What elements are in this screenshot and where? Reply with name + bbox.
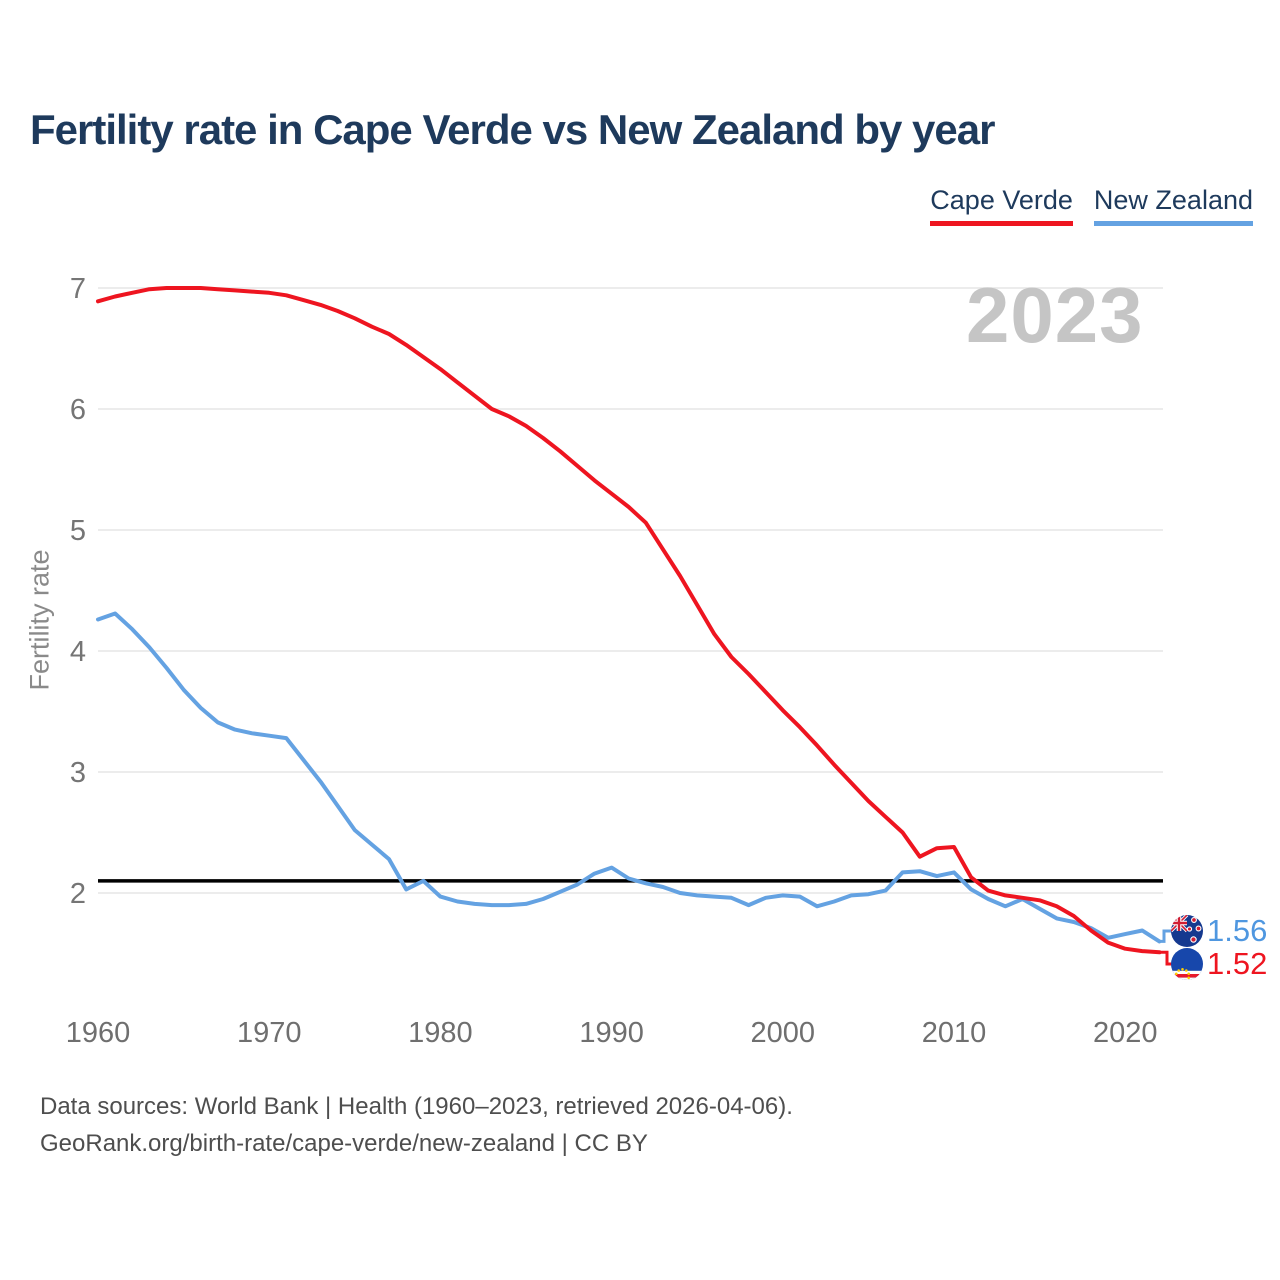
x-tick-label: 1980 [408, 1017, 473, 1049]
legend-label-cape-verde: Cape Verde [930, 185, 1073, 215]
new-zealand-line [96, 611, 1162, 944]
legend-item-cape-verde[interactable]: Cape Verde [930, 185, 1073, 226]
x-tick-label: 2000 [751, 1017, 816, 1049]
nz-flag-union-jack [1171, 915, 1189, 933]
end-value-label-cape-verde: 1.52 [1207, 946, 1268, 981]
cape-verde-leader-line [1159, 950, 1172, 966]
page-title: Fertility rate in Cape Verde vs New Zeal… [30, 106, 995, 153]
new-zealand-flag-icon [1171, 915, 1203, 947]
y-tick-label: 5 [70, 515, 86, 547]
legend-underline-new-zealand [1093, 221, 1253, 226]
footer-attribution-link: GeoRank.org/birth-rate/cape-verde/new-ze… [40, 1130, 648, 1157]
watermark-year: 2023 [966, 271, 1144, 359]
y-tick-label: 2 [70, 878, 86, 910]
cape-verde-line [96, 286, 1162, 955]
cape-verde-flag-icon [1171, 948, 1203, 980]
x-tick-label: 1970 [237, 1017, 302, 1049]
footer-data-sources: Data sources: World Bank | Health (1960–… [40, 1093, 793, 1120]
end-value-label-new-zealand: 1.56 [1207, 913, 1268, 948]
legend-underline-cape-verde [930, 221, 1073, 226]
y-tick-label: 7 [70, 273, 86, 305]
x-tick-label: 2010 [922, 1017, 987, 1049]
y-axis-title: Fertility rate [24, 549, 55, 691]
x-tick-label: 1990 [579, 1017, 644, 1049]
x-tick-label: 2020 [1093, 1017, 1158, 1049]
legend-item-new-zealand[interactable]: New Zealand [1093, 185, 1253, 226]
legend-label-new-zealand: New Zealand [1093, 185, 1253, 215]
y-tick-label: 6 [70, 394, 86, 426]
legend: Cape Verde New Zealand [930, 185, 1253, 226]
y-tick-label: 3 [70, 757, 86, 789]
footer: Data sources: World Bank | Health (1960–… [40, 1088, 793, 1162]
new-zealand-leader-line [1159, 929, 1172, 943]
cv-flag-stripes [1171, 970, 1203, 980]
y-tick-label: 4 [70, 636, 86, 668]
nz-flag-stars [1186, 917, 1202, 943]
x-tick-label: 1960 [66, 1017, 131, 1049]
